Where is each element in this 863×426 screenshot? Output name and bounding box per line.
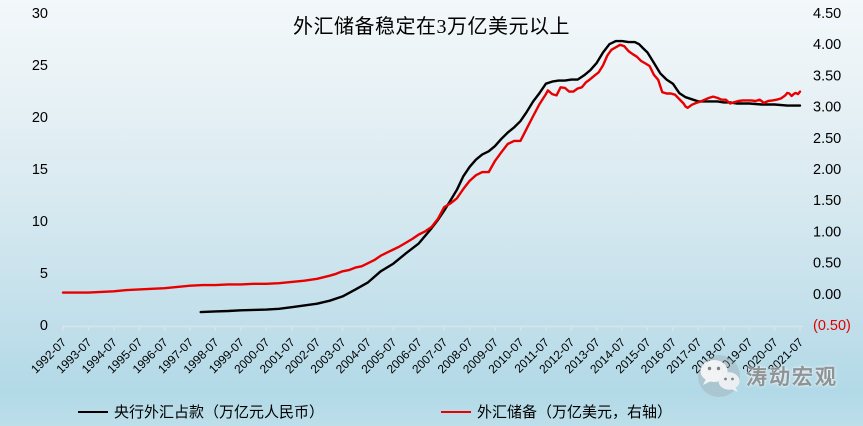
legend-label: 央行外汇占款（万亿元人民币） bbox=[114, 405, 325, 421]
watermark: 涛动宏观 bbox=[694, 353, 838, 399]
right-axis-label: 4.50 bbox=[813, 6, 841, 22]
watermark-text: 涛动宏观 bbox=[746, 365, 838, 389]
chart-title: 外汇储备稳定在3万亿美元以上 bbox=[293, 16, 570, 38]
right-axis-label: 2.50 bbox=[813, 131, 841, 147]
right-axis-label: 1.00 bbox=[813, 224, 841, 240]
right-axis-label: 1.50 bbox=[813, 193, 841, 209]
left-axis-label: 5 bbox=[40, 266, 48, 282]
wechat-bubbles-icon bbox=[698, 355, 740, 397]
left-axis-label: 30 bbox=[32, 6, 48, 22]
left-axis-label: 0 bbox=[40, 318, 48, 334]
legend-line-swatch-black bbox=[78, 410, 108, 413]
legend-label: 外汇储备（万亿美元，右轴） bbox=[477, 405, 673, 421]
series-line-fx-reserves bbox=[61, 43, 802, 294]
right-axis-label: 0.50 bbox=[813, 256, 841, 272]
left-axis-label: 25 bbox=[32, 58, 48, 74]
right-axis-label: 2.00 bbox=[813, 162, 841, 178]
series-line-pboc-fx-position bbox=[199, 39, 802, 314]
legend-entry-cny-fx-position: 央行外汇占款（万亿元人民币） bbox=[78, 401, 324, 422]
legend-line-swatch-red bbox=[441, 410, 471, 413]
right-axis-label: 0.00 bbox=[813, 287, 841, 303]
right-axis-label: 4.00 bbox=[813, 37, 841, 53]
left-axis-label: 20 bbox=[32, 110, 48, 126]
left-axis-label: 10 bbox=[32, 214, 48, 230]
left-axis-label: 15 bbox=[32, 162, 48, 178]
right-axis-label: 3.00 bbox=[813, 100, 841, 116]
legend-entry-fx-reserves: 外汇储备（万亿美元，右轴） bbox=[441, 401, 672, 422]
right-axis-label: 3.50 bbox=[813, 68, 841, 84]
right-axis-label: (0.50) bbox=[813, 318, 851, 334]
